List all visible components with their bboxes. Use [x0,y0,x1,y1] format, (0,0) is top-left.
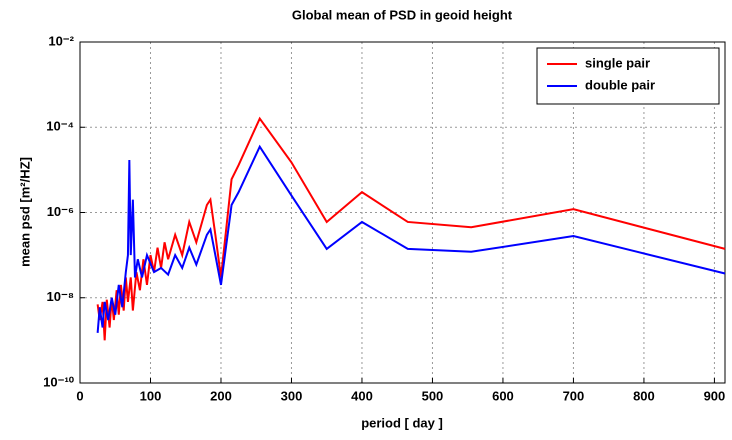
plot-frame [79,41,726,384]
y-tick-label: 10⁻² [48,33,74,48]
chart-title: Global mean of PSD in geoid height [292,7,513,22]
legend-label: double pair [585,77,655,92]
x-tick-label: 900 [704,388,726,403]
x-tick-label: 100 [140,388,162,403]
legend-box [536,47,720,105]
legend-label: single pair [585,55,650,70]
y-tick-label: 10⁻⁴ [46,119,74,134]
x-tick-label: 500 [422,388,444,403]
line-series [96,144,726,333]
y-tick-label: 10⁻⁸ [47,289,74,304]
line-series [96,116,726,341]
x-tick-label: 700 [563,388,585,403]
y-tick-label: 10⁻⁶ [47,204,74,219]
x-tick-label: 300 [281,388,303,403]
y-tick-label: 10⁻¹⁰ [43,374,75,389]
x-tick-label: 400 [351,388,373,403]
x-tick-label: 200 [210,388,232,403]
x-tick-label: 600 [492,388,514,403]
x-tick-label: 800 [633,388,655,403]
x-axis-label: period [ day ] [361,415,443,430]
x-tick-label: 0 [76,388,83,403]
y-axis-label: mean psd [m²/HZ] [17,157,32,267]
